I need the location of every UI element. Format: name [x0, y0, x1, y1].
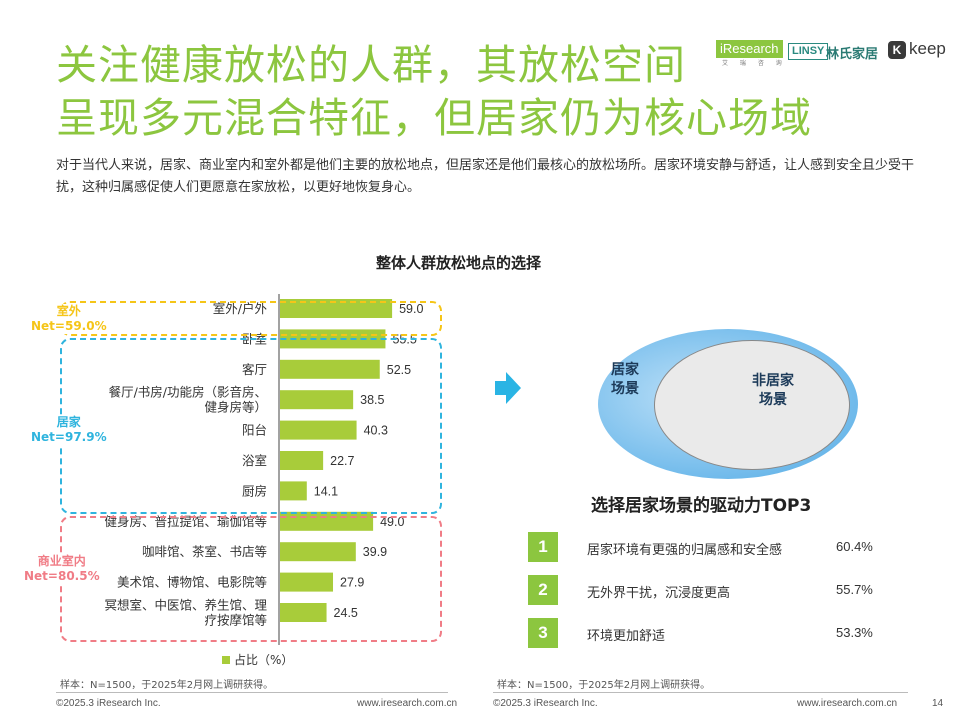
- group-box-home: [60, 338, 442, 514]
- group-label-commercial: 商业室内 Net=80.5%: [23, 554, 101, 584]
- category-label: 疗按摩馆等: [204, 613, 267, 628]
- rank-value: 60.4%: [836, 539, 873, 554]
- url-right: www.iresearch.com.cn: [797, 698, 898, 709]
- bar: [280, 390, 354, 410]
- category-label: 餐厅/书房/功能房（影音房、: [109, 385, 267, 400]
- rank-badge: 2: [528, 575, 558, 605]
- iresearch-logo-subtitle: 艾 瑞 咨 询: [722, 60, 787, 67]
- chart-title: 整体人群放松地点的选择: [376, 254, 542, 272]
- bar: [280, 451, 324, 470]
- sample-note-left: 样本：N=1500，于2025年2月网上调研获得。: [60, 680, 274, 691]
- rank-value: 55.7%: [836, 582, 873, 597]
- rank-text: 环境更加舒适: [587, 629, 666, 644]
- group-box-outdoor: [60, 301, 442, 336]
- sample-note-right: 样本：N=1500，于2025年2月网上调研获得。: [497, 680, 711, 691]
- category-label: 客厅: [242, 362, 267, 377]
- top3-item: 1 居家环境有更强的归属感和安全感 60.4%: [528, 532, 888, 564]
- rank-text: 无外界干扰，沉浸度更高: [587, 586, 731, 601]
- group-net-commercial: Net=80.5%: [24, 569, 100, 583]
- group-label-outdoor: 室外 Net=59.0%: [30, 304, 108, 334]
- category-label: 咖啡馆、茶室、书店等: [142, 544, 267, 559]
- category-label: 美术馆、博物馆、电影院等: [117, 575, 267, 590]
- copyright-left: ©2025.3 iResearch Inc.: [56, 698, 161, 709]
- bar: [280, 481, 307, 501]
- bar-value-label: 24.5: [334, 606, 358, 620]
- top3-title: 选择居家场景的驱动力TOP3: [591, 496, 812, 516]
- bar-value-label: 38.5: [360, 393, 384, 407]
- page-title-line1: 关注健康放松的人群，其放松空间: [56, 41, 686, 89]
- page-title-line2: 呈现多元混合特征，但居家仍为核心场域: [56, 94, 812, 142]
- linshi-logo: 林氏家居: [826, 47, 879, 62]
- copyright-right: ©2025.3 iResearch Inc.: [493, 698, 598, 709]
- rank-text: 居家环境有更强的归属感和安全感: [587, 543, 783, 558]
- bar: [280, 572, 334, 592]
- group-name-commercial: 商业室内: [37, 554, 86, 568]
- rank-value: 53.3%: [836, 625, 873, 640]
- category-label: 厨房: [242, 483, 267, 498]
- relax-location-bar-chart: 59.0室外/户外55.5卧室52.5客厅38.5餐厅/书房/功能房（影音房、健…: [104, 294, 423, 645]
- group-net-home: Net=97.9%: [31, 430, 107, 444]
- bar-value-label: 52.5: [387, 363, 411, 377]
- url-left: www.iresearch.com.cn: [357, 698, 458, 709]
- category-label: 浴室: [242, 453, 267, 468]
- bar-value-label: 40.3: [364, 424, 388, 438]
- bar-value-label: 22.7: [330, 454, 354, 468]
- keep-logo: keep: [909, 39, 946, 58]
- category-label: 阳台: [242, 423, 267, 438]
- group-box-commercial: [60, 516, 442, 642]
- partner-logos: iResearch 艾 瑞 咨 询 LINSY 林氏家居 K keep: [716, 39, 956, 68]
- rank-badge: 3: [528, 618, 558, 648]
- rank-badge: 1: [528, 532, 558, 562]
- bar: [280, 603, 327, 622]
- bar-value-label: 14.1: [314, 484, 338, 498]
- venn-home-label: 居家 场景: [611, 362, 639, 397]
- keep-icon: K: [888, 41, 906, 59]
- group-name-outdoor: 室外: [56, 304, 81, 318]
- bar-value-label: 49.0: [380, 515, 404, 529]
- right-arrow-icon: [495, 372, 521, 404]
- legend-label: 占比（%）: [234, 653, 294, 667]
- category-label: 冥想室、中医馆、养生馆、理: [104, 598, 267, 613]
- bar-value-label: 27.9: [340, 576, 364, 590]
- category-label: 室外/户外: [213, 301, 268, 316]
- category-label: 健身房等）: [204, 400, 267, 415]
- iresearch-logo: iResearch: [716, 40, 783, 58]
- group-label-home: 居家 Net=97.9%: [30, 415, 108, 445]
- linsy-logo: LINSY: [788, 43, 829, 60]
- bar-value-label: 59.0: [399, 302, 423, 316]
- venn-nonhome-label: 非居家 场景: [752, 373, 794, 408]
- bar: [280, 420, 357, 440]
- chart-legend: 占比（%）: [222, 651, 293, 668]
- page-number: 14: [932, 698, 944, 709]
- bar: [280, 359, 380, 379]
- bar-value-label: 39.9: [363, 545, 387, 559]
- bar: [280, 542, 356, 562]
- footer-divider-left: [56, 692, 448, 693]
- top3-item: 3 环境更加舒适 53.3%: [528, 618, 888, 650]
- footer-divider-right: [493, 692, 908, 693]
- venn-nonhome-ellipse: [654, 340, 850, 470]
- bar: [280, 299, 393, 318]
- top3-item: 2 无外界干扰，沉浸度更高 55.7%: [528, 575, 888, 607]
- legend-swatch: [222, 656, 230, 664]
- group-name-home: 居家: [56, 415, 81, 429]
- group-net-outdoor: Net=59.0%: [31, 319, 107, 333]
- intro-paragraph: 对于当代人来说，居家、商业室内和室外都是他们主要的放松地点，但居家还是他们最核心…: [56, 158, 915, 195]
